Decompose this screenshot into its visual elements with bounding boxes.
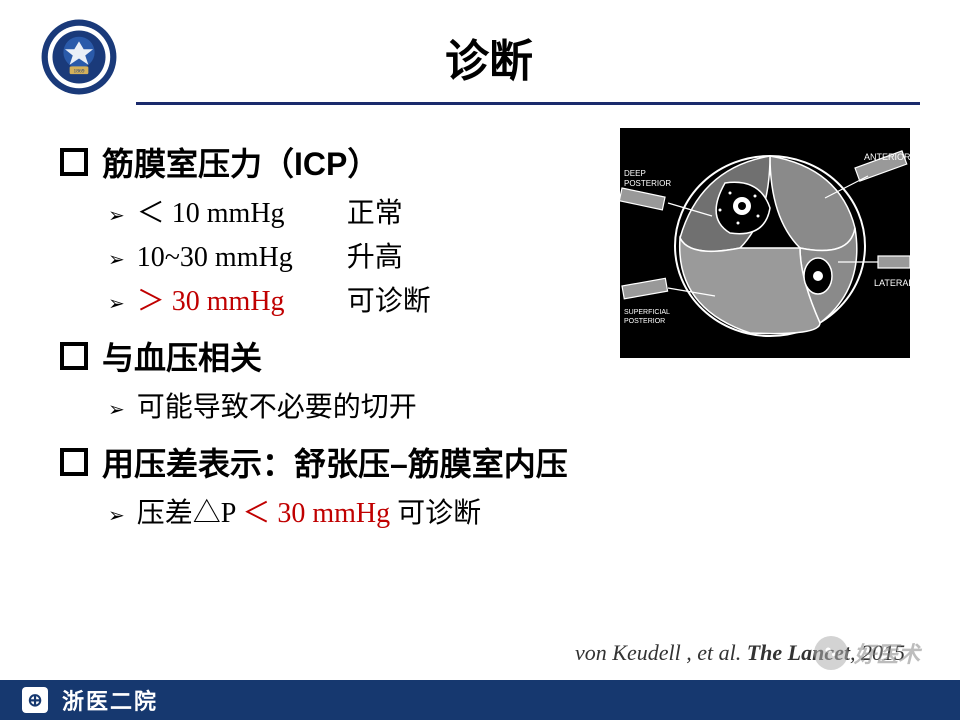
footer-text: 浙医二院 bbox=[62, 684, 158, 716]
footer-logo-icon: ⊕ bbox=[22, 687, 48, 713]
bullet-item: 可能导致不必要的切开 bbox=[108, 385, 920, 425]
svg-text:POSTERIOR: POSTERIOR bbox=[624, 179, 671, 188]
hospital-logo: 1869 bbox=[40, 18, 118, 96]
svg-text:LATERAL: LATERAL bbox=[874, 278, 910, 288]
bullet-item: 压差△P ＜ 30 mmHg 可诊断 bbox=[108, 491, 920, 531]
svg-text:1869: 1869 bbox=[74, 69, 85, 75]
slide-title: 诊断 bbox=[138, 25, 840, 89]
svg-text:DEEP: DEEP bbox=[624, 169, 646, 178]
svg-text:POSTERIOR: POSTERIOR bbox=[624, 318, 665, 325]
compartment-diagram: ANTERIOR LATERAL DEEP POSTERIOR SUPERFIC… bbox=[620, 128, 910, 358]
watermark: 好医术 bbox=[814, 636, 920, 670]
svg-text:ANTERIOR: ANTERIOR bbox=[864, 152, 910, 162]
svg-text:SUPERFICIAL: SUPERFICIAL bbox=[624, 309, 670, 316]
footer-bar: ⊕ 浙医二院 bbox=[0, 680, 960, 720]
section-heading-3: 用压差表示：舒张压–筋膜室内压 bbox=[60, 439, 920, 485]
